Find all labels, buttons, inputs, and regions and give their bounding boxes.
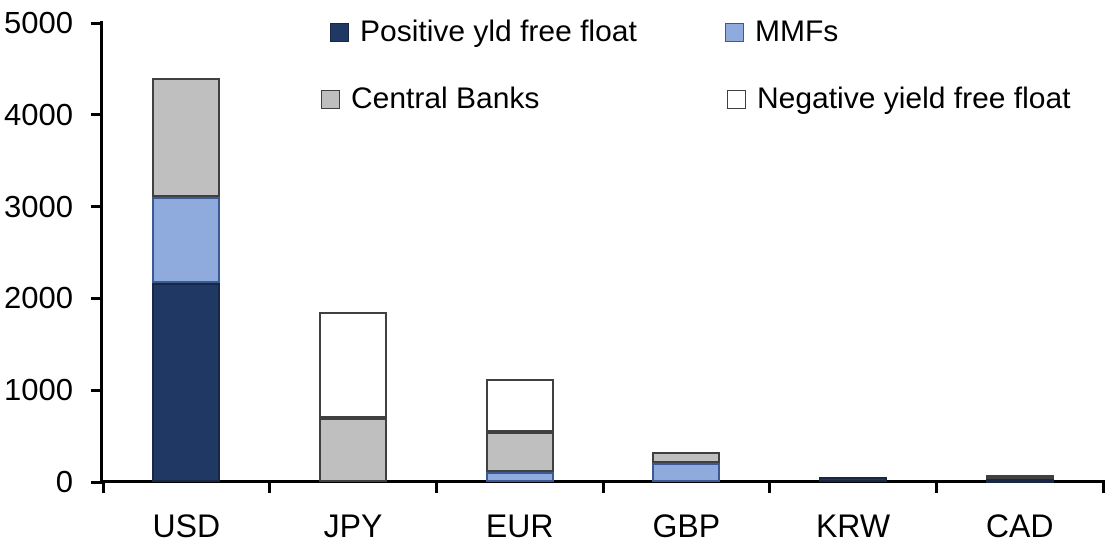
legend-swatch-mmfs — [725, 22, 744, 42]
y-tick-label: 5000 — [4, 5, 73, 40]
legend-item-negative-yield-free-float: Negative yield free float — [727, 83, 1071, 115]
x-axis-category-label: EUR — [485, 508, 554, 544]
bar-segment — [319, 417, 387, 482]
y-tick-label: 1000 — [4, 372, 73, 408]
bar-segment — [152, 196, 221, 283]
x-axis-category-label: USD — [152, 508, 221, 544]
y-tick-mark — [91, 21, 103, 25]
bar-segment — [819, 477, 887, 482]
bar-segment — [652, 462, 721, 482]
x-axis-category-label: KRW — [815, 508, 891, 544]
x-tick-mark — [934, 480, 938, 493]
bar-segment — [985, 478, 1054, 483]
legend-swatch-positive-yld-free-float — [330, 22, 349, 42]
x-tick-mark — [434, 480, 438, 493]
bar-segment — [152, 282, 221, 482]
y-tick-mark — [91, 296, 103, 300]
y-tick-label: 0 — [55, 464, 73, 499]
x-tick-mark — [1101, 480, 1105, 493]
x-axis-category-label: CAD — [985, 508, 1054, 544]
legend-item-mmfs: MMFs — [725, 16, 838, 48]
x-axis-category-label: JPY — [323, 508, 383, 544]
bar-segment — [319, 312, 387, 418]
legend-label: MMFs — [755, 15, 839, 48]
y-tick-label: 2000 — [4, 280, 73, 316]
bar-segment — [152, 78, 221, 197]
x-axis-category-label: GBP — [652, 508, 721, 544]
x-tick-mark — [268, 480, 272, 493]
legend-swatch-central-banks — [321, 89, 340, 109]
legend-swatch-negative-yield-free-float — [727, 89, 746, 109]
y-axis-line — [100, 21, 103, 483]
bar-segment — [652, 451, 721, 463]
legend-label: Positive yld free float — [360, 15, 637, 48]
y-tick-label: 4000 — [4, 96, 73, 132]
bar-segment — [485, 432, 554, 472]
legend-item-positive-yld-free-float: Positive yld free float — [330, 16, 637, 48]
y-tick-mark — [91, 388, 103, 392]
y-tick-mark — [91, 480, 103, 484]
x-tick-mark — [601, 480, 605, 493]
legend-item-central-banks: Central Banks — [321, 83, 539, 115]
x-tick-mark — [768, 480, 772, 493]
legend-label: Negative yield free float — [757, 82, 1071, 115]
bar-segment — [485, 471, 554, 482]
x-tick-mark — [101, 480, 105, 493]
y-tick-mark — [91, 205, 103, 209]
bar-segment — [985, 474, 1054, 479]
y-tick-mark — [91, 113, 103, 117]
bar-segment — [485, 379, 554, 433]
legend-label: Central Banks — [351, 82, 540, 115]
y-tick-label: 3000 — [4, 188, 73, 224]
